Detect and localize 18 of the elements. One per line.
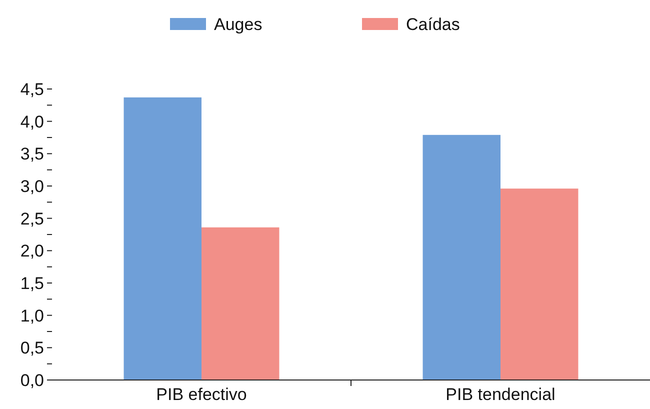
legend-label: Auges <box>214 14 262 34</box>
y-tick-label: 1,5 <box>20 274 44 293</box>
y-tick-label: 3,0 <box>20 176 44 196</box>
y-tick-label: 2,5 <box>20 209 44 228</box>
y-tick-label: 2,0 <box>20 242 44 261</box>
y-tick-label: 0,5 <box>20 338 44 358</box>
y-tick-label: 4,5 <box>20 80 44 99</box>
bar <box>124 97 202 380</box>
y-tick-label: 1,0 <box>20 306 44 326</box>
y-tick-label: 3,5 <box>20 144 44 164</box>
x-tick-label: PIB efectivo <box>156 385 247 404</box>
legend-label: Caídas <box>406 14 460 34</box>
y-tick-label: 4,0 <box>20 112 44 132</box>
bar <box>500 188 578 380</box>
x-tick-label: PIB tendencial <box>446 385 556 404</box>
bar <box>202 227 280 380</box>
y-tick-label: 0,0 <box>20 370 44 390</box>
bar <box>422 134 500 380</box>
